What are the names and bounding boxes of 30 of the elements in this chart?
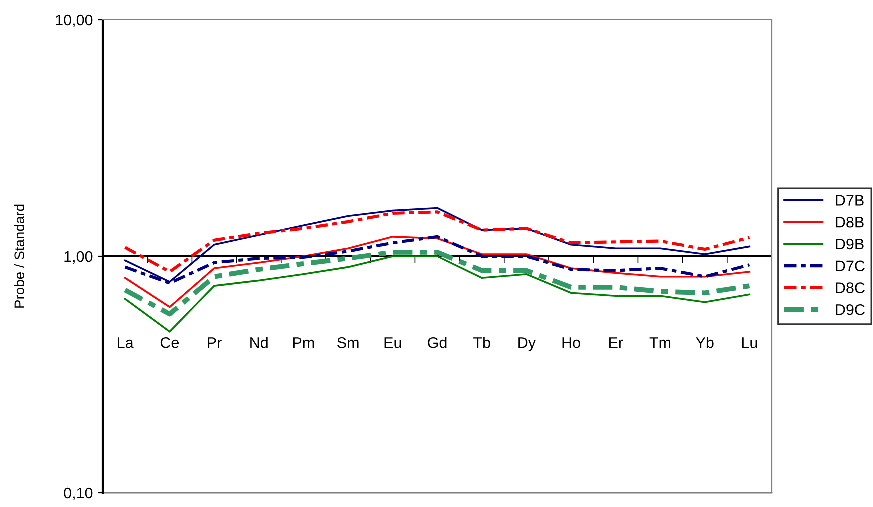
x-tick-label: Ce [160, 337, 179, 348]
x-tick-label: Tm [650, 338, 671, 348]
legend-label: D8B [836, 216, 864, 228]
y-axis-title: Probe / Standard [14, 204, 25, 308]
legend-label: D9C [836, 304, 865, 316]
legend-label: D9B [836, 238, 864, 250]
line-series [124, 236, 751, 308]
y-tick-label: 10,00 [56, 14, 93, 28]
x-tick-label: Lu [742, 338, 758, 348]
y-tick-label: 1,00 [64, 251, 93, 264]
x-tick-label: Pr [208, 338, 222, 348]
line-series [122, 250, 752, 317]
x-tick-label: Nd [250, 337, 268, 348]
legend-label: D7B [836, 195, 864, 206]
line-series [124, 207, 751, 283]
x-tick-label: Sm [338, 337, 359, 348]
legend-label: D7C [836, 260, 865, 272]
x-tick-label: Dy [518, 338, 536, 352]
x-tick-label: La [118, 338, 134, 348]
x-tick-label: Pm [293, 338, 314, 348]
x-tick-label: Eu [384, 338, 402, 348]
y-tick-label: 0,10 [64, 488, 93, 500]
line-series [124, 210, 752, 274]
x-tick-label: Er [610, 338, 624, 348]
x-tick-label: Yb [696, 337, 714, 348]
legend-label: D8C [836, 282, 865, 294]
x-tick-label: Ho [562, 338, 580, 348]
x-tick-label: Gd [428, 337, 447, 348]
x-tick-label: Tb [474, 337, 490, 348]
line-series [124, 256, 751, 333]
